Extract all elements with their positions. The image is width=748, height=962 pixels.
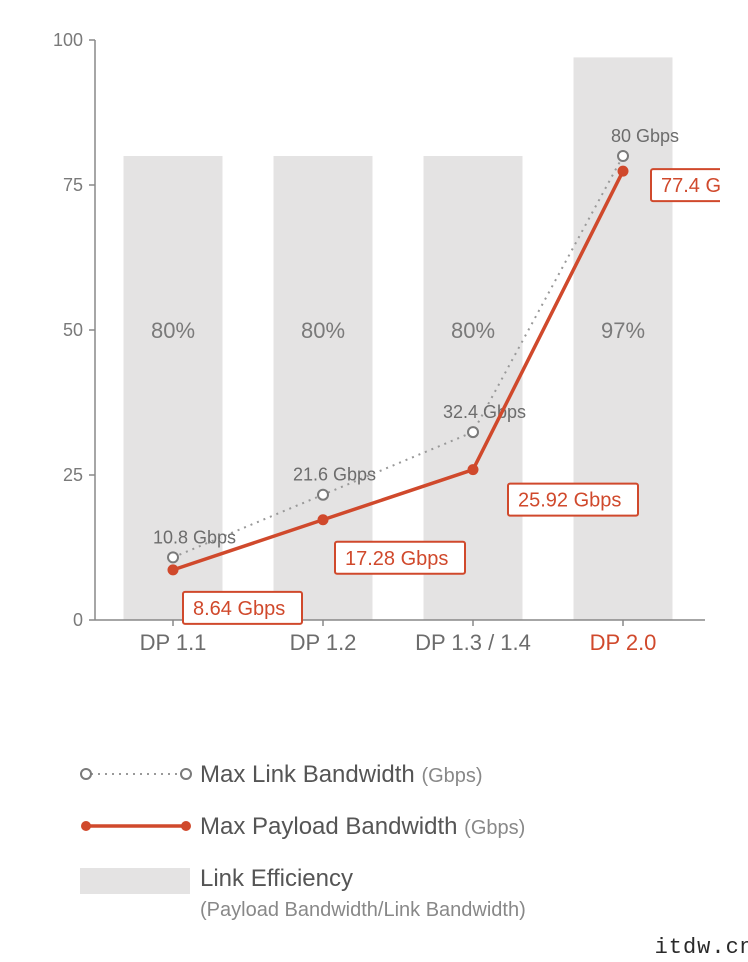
chart: 0 25 50 75 100 80% 80% 80% 97% 10.8 Gbps 21.6 Gbps… xyxy=(20,20,720,700)
payload-bandwidth-label: 17.28 Gbps xyxy=(345,548,448,570)
legend-swatch-bar xyxy=(80,864,200,894)
y-tick-label: 25 xyxy=(63,465,83,485)
watermark-text: itdw.cn xyxy=(655,935,748,960)
legend: Max Link Bandwidth (Gbps) Max Payload Ba… xyxy=(80,760,700,946)
y-tick-label: 75 xyxy=(63,175,83,195)
x-category-label: DP 2.0 xyxy=(590,630,657,655)
link-bandwidth-label: 32.4 Gbps xyxy=(443,402,526,422)
payload-bandwidth-marker xyxy=(318,515,328,525)
link-bandwidth-marker xyxy=(168,552,178,562)
payload-bandwidth-label: 25.92 Gbps xyxy=(518,490,621,512)
bar-swatch-icon xyxy=(80,868,190,894)
efficiency-label: 80% xyxy=(151,318,195,343)
payload-bandwidth-marker xyxy=(618,166,628,176)
legend-swatch-solid xyxy=(80,812,200,836)
legend-swatch-dotted xyxy=(80,760,200,784)
efficiency-label: 80% xyxy=(451,318,495,343)
y-tick-label: 0 xyxy=(73,610,83,630)
link-bandwidth-label: 10.8 Gbps xyxy=(153,527,236,547)
legend-item-efficiency: Link Efficiency (Payload Bandwidth/Link … xyxy=(80,864,700,924)
legend-item-link: Max Link Bandwidth (Gbps) xyxy=(80,760,700,790)
x-category-label: DP 1.3 / 1.4 xyxy=(415,630,531,655)
payload-bandwidth-marker xyxy=(168,565,178,575)
payload-bandwidth-label: 8.64 Gbps xyxy=(193,598,285,620)
link-bandwidth-label: 21.6 Gbps xyxy=(293,465,376,485)
legend-label-payload: Max Payload Bandwidth (Gbps) xyxy=(200,812,525,842)
efficiency-label: 80% xyxy=(301,318,345,343)
payload-bandwidth-label: 77.4 Gbps xyxy=(661,175,720,197)
chart-svg: 0 25 50 75 100 80% 80% 80% 97% 10.8 Gbps 21.6 Gbps… xyxy=(20,20,720,700)
efficiency-label: 97% xyxy=(601,318,645,343)
x-category-label: DP 1.1 xyxy=(140,630,207,655)
link-bandwidth-marker xyxy=(468,427,478,437)
x-category-label: DP 1.2 xyxy=(290,630,357,655)
legend-label-efficiency: Link Efficiency (Payload Bandwidth/Link … xyxy=(200,864,526,924)
legend-label-link: Max Link Bandwidth (Gbps) xyxy=(200,760,483,790)
y-tick-label: 100 xyxy=(53,30,83,50)
y-tick-label: 50 xyxy=(63,320,83,340)
payload-bandwidth-marker xyxy=(468,465,478,475)
efficiency-bar xyxy=(124,156,223,620)
link-bandwidth-marker xyxy=(618,151,628,161)
legend-item-payload: Max Payload Bandwidth (Gbps) xyxy=(80,812,700,842)
link-bandwidth-label: 80 Gbps xyxy=(611,126,679,146)
page: 0 25 50 75 100 80% 80% 80% 97% 10.8 Gbps 21.6 Gbps… xyxy=(0,0,748,962)
link-bandwidth-marker xyxy=(318,490,328,500)
